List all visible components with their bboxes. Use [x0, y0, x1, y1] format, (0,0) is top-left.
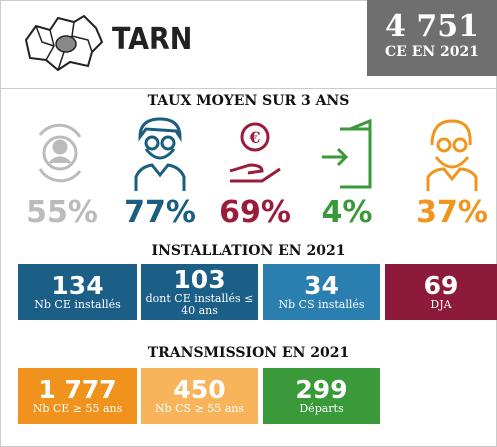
count-label: CE EN 2021 — [385, 44, 479, 60]
stat-value: 1 777 — [38, 375, 117, 404]
stat-value: 299 — [295, 375, 348, 404]
count-value: 4 751 — [385, 9, 479, 44]
count-box: 4 751 CE EN 2021 — [367, 0, 497, 76]
stat-box: 69 DJA — [385, 264, 497, 320]
section-title: TAUX MOYEN SUR 3 ANS — [147, 93, 350, 109]
stat-label: Nb CE ≥ 55 ans — [32, 402, 123, 415]
stat-box: 103 dont CE installés ≤ 40 ans — [141, 264, 258, 320]
rate: 37% — [416, 195, 488, 230]
section-title: INSTALLATION EN 2021 — [151, 243, 346, 259]
stat-value: 134 — [51, 271, 104, 300]
stat-value: 103 — [173, 265, 226, 294]
stat-label: Nb CS ≥ 55 ans — [154, 402, 245, 415]
header-title: TARN — [112, 22, 193, 57]
section-title: TRANSMISSION EN 2021 — [147, 345, 350, 361]
rate: 77% — [124, 195, 196, 230]
stat-value: 34 — [304, 271, 339, 300]
stat-box: 1 777 Nb CE ≥ 55 ans — [18, 368, 137, 424]
stat-box: 134 Nb CE installés — [18, 264, 137, 320]
rate: 69% — [219, 195, 291, 230]
svg-text:€: € — [248, 128, 260, 147]
stat-label: Nb CS installés — [278, 298, 365, 311]
stat-box: 450 Nb CS ≥ 55 ans — [141, 368, 258, 424]
stat-box: 34 Nb CS installés — [263, 264, 380, 320]
stat-box: 299 Départs — [263, 368, 380, 424]
stat-value: 450 — [173, 375, 226, 404]
map-icon — [24, 14, 104, 72]
separator — [0, 88, 497, 89]
icons: € — [38, 117, 478, 191]
stat-label: dont CE installés ≤ 40 ans — [145, 292, 254, 317]
rate: 4% — [321, 195, 373, 230]
rate: 55% — [26, 195, 98, 230]
stat-label: DJA — [430, 298, 452, 311]
stat-value: 69 — [423, 271, 459, 300]
stat-label: Départs — [299, 402, 344, 415]
stat-label: Nb CE installés — [34, 298, 121, 311]
